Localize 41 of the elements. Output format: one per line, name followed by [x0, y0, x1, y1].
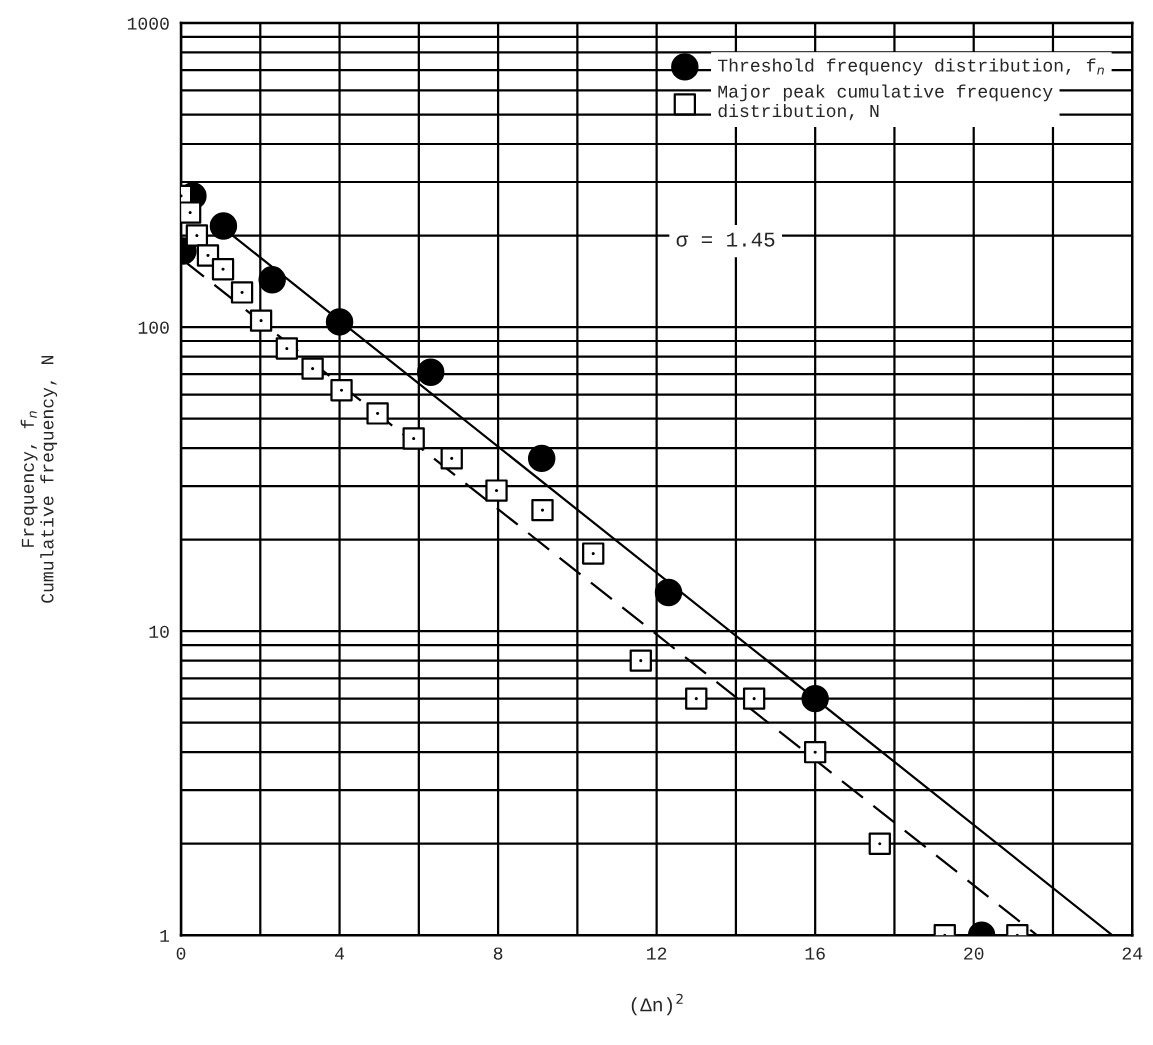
x-axis-title: (Δn)$^{2}$	[631, 993, 683, 1016]
x-tick-label: 12	[647, 947, 667, 960]
annotation: σ = 1.45	[676, 232, 775, 247]
x-tick-label: 8	[493, 947, 503, 960]
x-tick-label: 20	[964, 947, 984, 960]
point	[531, 498, 554, 522]
point	[301, 357, 324, 380]
y-tick-label: 1	[160, 929, 170, 942]
point	[801, 684, 829, 713]
x-tick-label: 24	[1122, 947, 1143, 960]
point	[685, 687, 708, 710]
point	[629, 649, 652, 672]
point	[868, 832, 891, 855]
point	[185, 224, 209, 247]
point	[654, 578, 683, 607]
point	[275, 337, 299, 360]
point	[258, 266, 286, 294]
point	[330, 379, 353, 402]
point	[249, 309, 273, 332]
point	[230, 281, 254, 304]
point	[402, 427, 425, 450]
x-tick-label: 16	[805, 947, 825, 960]
point	[742, 687, 766, 710]
y-tick-label: 1000	[127, 17, 169, 30]
point	[366, 402, 389, 425]
x-tick-label: 0	[176, 947, 186, 960]
point	[209, 212, 238, 240]
point	[527, 444, 556, 473]
point	[582, 542, 605, 565]
y-tick-label: 100	[138, 321, 169, 334]
point	[181, 201, 202, 224]
point	[325, 308, 354, 336]
legend-label: Major peak cumulative frequency distribution, N	[718, 84, 1053, 121]
y-axis-title: Frequency, f$_{n}$ Cumulative frequency, N	[20, 355, 58, 603]
point	[211, 258, 235, 281]
point	[804, 741, 827, 764]
point	[416, 358, 445, 387]
legend-label: Threshold frequency distribution, f$_{n}$	[718, 58, 1104, 76]
y-tick-label: 10	[149, 625, 169, 638]
point	[485, 479, 508, 502]
x-tick-label: 4	[335, 947, 345, 960]
